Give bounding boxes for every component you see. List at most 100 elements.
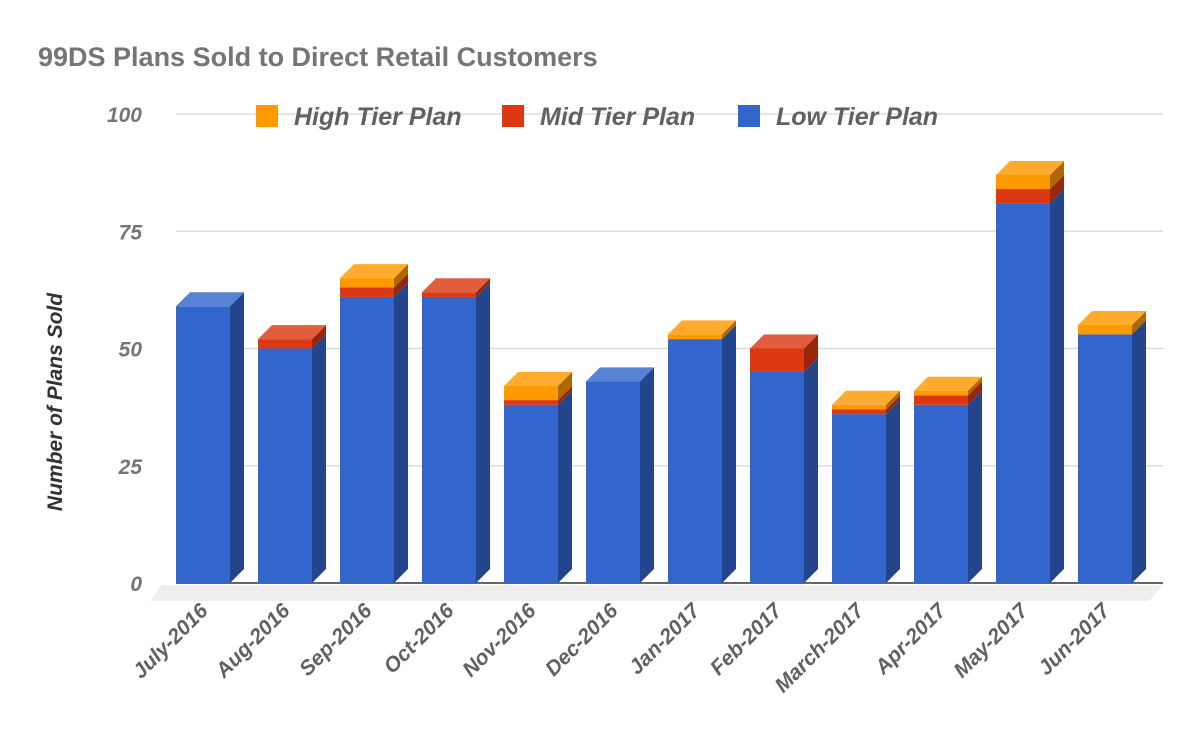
bar-apr-2017-low-tier-plan-side: [968, 390, 982, 583]
x-tick-label: Dec-2016: [541, 599, 623, 681]
bar-march-2017-low-tier-plan-side: [886, 400, 900, 583]
bar-july-2016-low-tier-plan-side: [230, 292, 244, 583]
y-tick-label: 100: [107, 104, 142, 127]
bar-nov-2016-high-tier-plan-top: [504, 372, 572, 387]
bar-oct-2016-mid-tier-plan-top: [422, 278, 490, 293]
legend-swatch: [738, 105, 760, 127]
bar-may-2017-high-tier-plan: [996, 174, 1050, 190]
bar-aug-2016-low-tier-plan-side: [312, 334, 326, 583]
bar-apr-2017-high-tier-plan-side: [968, 376, 982, 396]
bar-may-2017-mid-tier-plan: [996, 189, 1050, 204]
chart-floor: [150, 582, 1163, 601]
bar-nov-2016-high-tier-plan: [504, 386, 558, 401]
bar-jun-2017-high-tier-plan: [1078, 325, 1132, 335]
bar-may-2017-high-tier-plan-top: [996, 160, 1064, 175]
bar-group-oct-2016: [422, 278, 490, 583]
bars: [176, 160, 1146, 584]
bar-march-2017-low-tier-plan: [832, 414, 886, 583]
legend-swatch: [502, 105, 524, 127]
bar-may-2017-mid-tier-plan-side: [1050, 175, 1064, 204]
legend-item-mid-tier-plan: Mid Tier Plan: [502, 103, 695, 131]
floor-plane: [150, 585, 1163, 601]
bar-feb-2017-low-tier-plan: [750, 371, 804, 583]
bar-aug-2016-mid-tier-plan-top: [258, 325, 326, 340]
bar-july-2016-low-tier-plan: [176, 306, 230, 583]
bar-feb-2017-mid-tier-plan-top: [750, 334, 818, 349]
legend-item-high-tier-plan: High Tier Plan: [256, 103, 462, 131]
bar-group-aug-2016: [258, 325, 326, 583]
bar-feb-2017-low-tier-plan-side: [804, 357, 818, 583]
bar-jan-2017-high-tier-plan: [668, 334, 722, 340]
bar-nov-2016-mid-tier-plan: [504, 400, 558, 405]
bar-aug-2016-low-tier-plan: [258, 348, 312, 583]
bar-may-2017-high-tier-plan-side: [1050, 160, 1064, 190]
y-tick-label: 25: [118, 456, 143, 479]
y-axis-title: Number of Plans Sold: [44, 292, 67, 511]
bar-jan-2017-low-tier-plan-side: [722, 325, 736, 583]
bar-group-jan-2017: [668, 320, 736, 583]
bar-nov-2016-low-tier-plan: [504, 404, 558, 583]
x-tick-label: Jun-2017: [1034, 598, 1116, 680]
bar-may-2017-low-tier-plan-side: [1050, 189, 1064, 584]
x-tick-label: Nov-2016: [458, 599, 541, 682]
bar-march-2017-mid-tier-plan-side: [886, 395, 900, 415]
bar-march-2017-mid-tier-plan: [832, 409, 886, 415]
bar-jun-2017-low-tier-plan: [1078, 334, 1132, 583]
bar-apr-2017-high-tier-plan-top: [914, 376, 982, 391]
bar-oct-2016-mid-tier-plan-side: [476, 278, 490, 297]
bar-sep-2016-high-tier-plan-top: [340, 264, 408, 279]
bar-oct-2016-low-tier-plan-side: [476, 282, 490, 583]
bar-group-dec-2016: [586, 367, 654, 583]
bar-group-july-2016: [176, 292, 244, 583]
x-tick-label: Apr-2017: [870, 598, 951, 679]
bar-sep-2016-high-tier-plan: [340, 278, 394, 288]
bar-sep-2016-mid-tier-plan-side: [394, 273, 408, 297]
bar-nov-2016-mid-tier-plan-side: [558, 386, 572, 405]
bar-jan-2017-low-tier-plan: [668, 339, 722, 583]
bar-jan-2017-high-tier-plan-top: [668, 320, 736, 335]
bar-oct-2016-mid-tier-plan: [422, 292, 476, 297]
bar-group-sep-2016: [340, 264, 408, 583]
x-tick-label: March-2017: [771, 598, 870, 697]
x-tick-label: Aug-2016: [211, 599, 295, 683]
x-tick-label: Oct-2016: [380, 599, 459, 678]
bar-nov-2016-low-tier-plan-side: [558, 390, 572, 583]
bar-feb-2017-mid-tier-plan-side: [804, 334, 818, 372]
legend-label: High Tier Plan: [294, 103, 462, 131]
x-tick-label: July-2016: [129, 599, 213, 683]
legend-label: Low Tier Plan: [776, 103, 938, 131]
bar-group-march-2017: [832, 390, 900, 583]
bar-sep-2016-mid-tier-plan: [340, 287, 394, 297]
y-axis-tick-labels: 0 25 50 75 100: [107, 104, 142, 596]
bar-sep-2016-low-tier-plan-side: [394, 282, 408, 583]
bar-may-2017-low-tier-plan: [996, 203, 1050, 584]
bar-apr-2017-low-tier-plan: [914, 404, 968, 583]
legend-swatch: [256, 105, 278, 127]
bar-aug-2016-mid-tier-plan: [258, 339, 312, 349]
bar-group-may-2017: [996, 160, 1064, 584]
legend-item-low-tier-plan: Low Tier Plan: [738, 103, 938, 131]
bar-oct-2016-low-tier-plan: [422, 296, 476, 583]
bar-march-2017-high-tier-plan-top: [832, 390, 900, 405]
bar-feb-2017-mid-tier-plan: [750, 348, 804, 372]
bar-apr-2017-mid-tier-plan: [914, 395, 968, 405]
bar-march-2017-high-tier-plan: [832, 404, 886, 410]
bar-nov-2016-high-tier-plan-side: [558, 372, 572, 401]
bar-dec-2016-low-tier-plan: [586, 381, 640, 583]
bar-group-jun-2017: [1078, 311, 1146, 583]
legend-label: Mid Tier Plan: [540, 103, 695, 131]
y-tick-label: 75: [119, 221, 143, 244]
y-tick-label: 0: [130, 573, 142, 596]
bar-group-feb-2017: [750, 334, 818, 583]
bar-group-apr-2017: [914, 376, 982, 583]
legend: High Tier Plan Mid Tier Plan Low Tier Plan: [256, 103, 938, 131]
x-tick-label: Sep-2016: [295, 599, 377, 681]
bar-apr-2017-high-tier-plan: [914, 390, 968, 396]
bar-dec-2016-low-tier-plan-side: [640, 367, 654, 583]
bar-jun-2017-high-tier-plan-top: [1078, 311, 1146, 326]
bar-jun-2017-low-tier-plan-side: [1132, 320, 1146, 583]
bar-july-2016-low-tier-plan-top: [176, 292, 244, 307]
x-tick-label: May-2017: [949, 598, 1033, 682]
